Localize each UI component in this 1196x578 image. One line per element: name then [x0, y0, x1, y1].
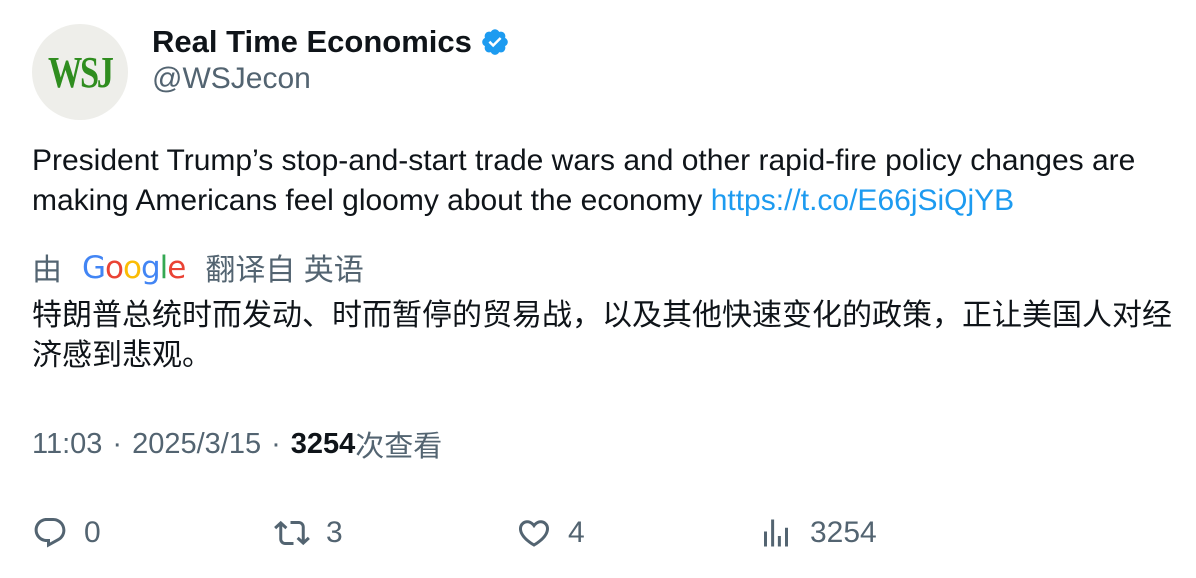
- wsj-logo: WSJ: [48, 47, 114, 97]
- like-count: 4: [568, 516, 585, 549]
- action-bar: 0 3 4 3254: [32, 510, 1172, 556]
- reply-icon: [34, 518, 66, 548]
- view-count: 3254: [290, 427, 356, 460]
- translation-suffix[interactable]: 翻译自 英语: [205, 254, 364, 287]
- like-button[interactable]: 4: [516, 510, 585, 556]
- views-count: 3254: [810, 516, 877, 549]
- tweet-text: President Trump’s stop-and-start trade w…: [32, 141, 1172, 221]
- retweet-button[interactable]: 3: [274, 510, 343, 556]
- avatar[interactable]: WSJ: [32, 24, 128, 120]
- author-handle[interactable]: @WSJecon: [152, 62, 311, 95]
- display-name[interactable]: Real Time Economics: [152, 24, 472, 59]
- google-logo-letter: o: [123, 250, 142, 286]
- reply-button[interactable]: 0: [32, 510, 101, 556]
- google-logo-letter: o: [105, 250, 124, 286]
- views-button[interactable]: 3254: [758, 510, 877, 556]
- google-logo-letter: G: [82, 250, 106, 286]
- tweet-link[interactable]: https://t.co/E66jSiQjYB: [710, 184, 1015, 217]
- translated-text: 特朗普总统时而发动、时而暂停的贸易战，以及其他快速变化的政策，正让美国人对经济感…: [32, 299, 1172, 372]
- tweet-body: President Trump’s stop-and-start trade w…: [32, 144, 1136, 217]
- translation-prefix: 由: [32, 254, 62, 287]
- meta-separator: ·: [112, 427, 123, 460]
- tweet-time[interactable]: 11:03: [32, 427, 103, 460]
- google-logo-letter: e: [167, 250, 186, 286]
- retweet-count: 3: [326, 516, 343, 549]
- google-logo-letter: g: [140, 250, 161, 286]
- reply-count: 0: [84, 516, 101, 549]
- analytics-icon: [764, 519, 788, 547]
- google-logo-letter: l: [159, 250, 169, 286]
- heart-icon: [518, 520, 550, 547]
- meta-separator: ·: [271, 427, 281, 460]
- view-count-label: 次查看: [355, 431, 443, 463]
- verified-badge-icon[interactable]: [480, 27, 510, 57]
- author-name-row: Real Time Economics: [152, 22, 510, 62]
- tweet-date[interactable]: 2025/3/15: [132, 427, 262, 460]
- tweet-meta: 11:03 · 2025/3/15 · 3254 次查看: [32, 424, 442, 464]
- retweet-icon: [274, 520, 310, 546]
